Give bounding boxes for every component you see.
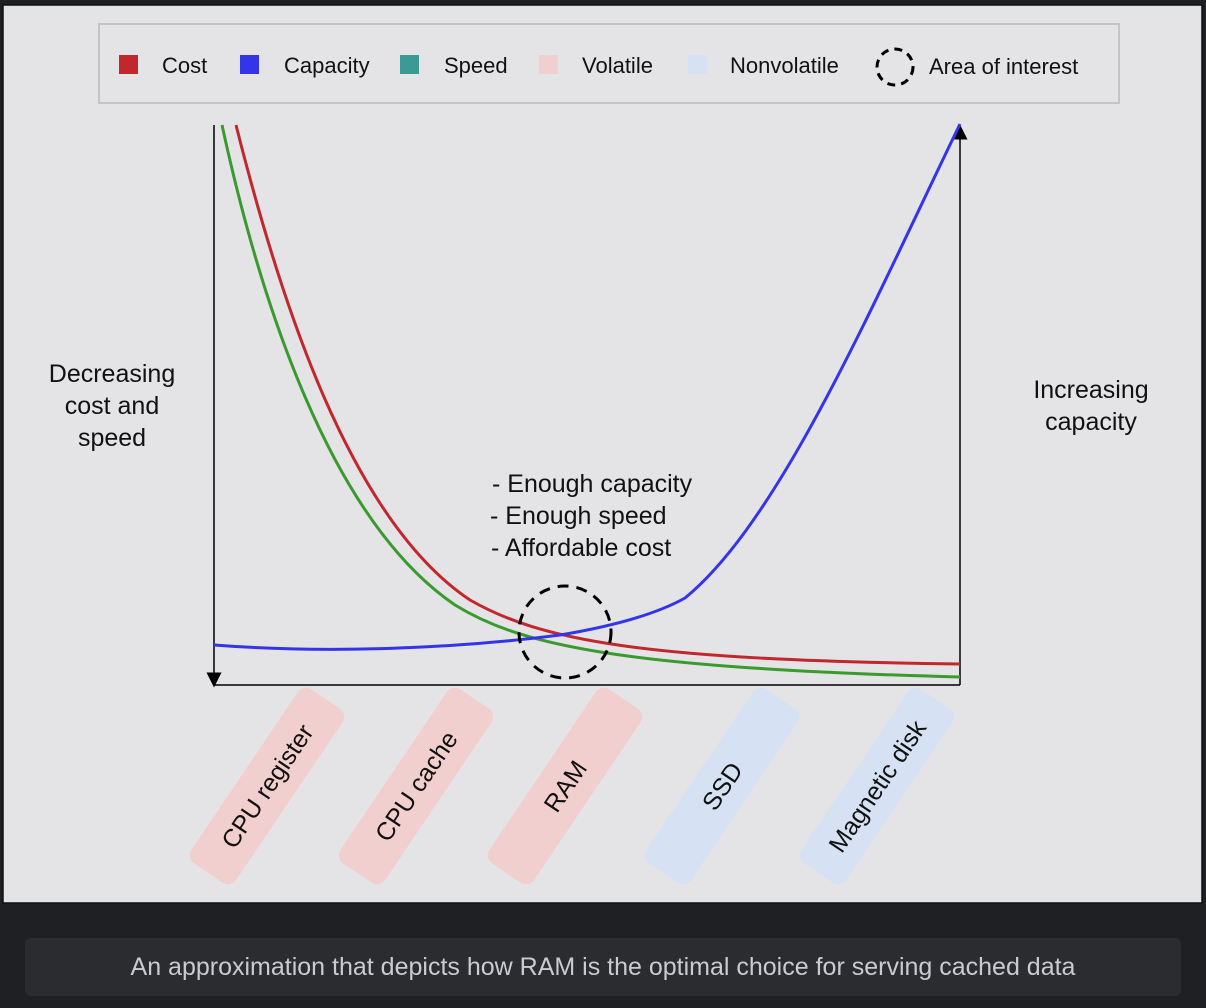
capacity-curve [213,123,962,651]
right-axis-label: Increasing capacity [1033,376,1148,436]
figure-caption: An approximation that depicts how RAM is… [25,938,1181,996]
speed-curve [220,124,961,679]
annotation-line-3: - Affordable cost [491,534,671,562]
annotation-line-2: - Enough speed [490,502,667,530]
cost-curve [234,124,961,666]
area-annotation: - Enough capacity - Enough speed - Affor… [490,470,693,562]
memory-hierarchy-diagram: Cost Capacity Speed Volatile Nonvolatile… [2,4,1203,904]
left-axis-label: Decreasing cost and speed [49,360,175,452]
legend-label-speed: Speed [444,53,508,78]
legend-label-volatile: Volatile [582,53,653,78]
right-axis-label-line-1: Increasing [1033,376,1148,404]
diagram-frame: Cost Capacity Speed Volatile Nonvolatile… [2,4,1203,904]
legend-label-area-of-interest: Area of interest [929,54,1078,79]
legend: Cost Capacity Speed Volatile Nonvolatile… [98,23,1120,104]
capacity-swatch-icon [240,55,259,74]
cost-swatch-icon [119,55,138,74]
volatile-swatch-icon [539,55,558,74]
legend-label-capacity: Capacity [284,53,370,78]
left-axis-label-line-3: speed [78,424,146,452]
right-axis-label-line-2: capacity [1045,408,1137,436]
area-of-interest-circle [517,584,613,680]
left-axis-label-line-2: cost and [65,392,160,420]
left-axis-label-line-1: Decreasing [49,360,175,388]
legend-label-nonvolatile: Nonvolatile [730,53,839,78]
caption-bar: An approximation that depicts how RAM is… [0,908,1206,1008]
storage-tier-ssd: SSD [644,687,800,885]
dashed-circle-icon [875,47,915,87]
speed-swatch-icon [400,55,419,74]
legend-box [98,23,1120,104]
annotation-line-1: - Enough capacity [492,470,693,498]
nonvolatile-swatch-icon [688,55,707,74]
legend-label-cost: Cost [162,53,207,78]
